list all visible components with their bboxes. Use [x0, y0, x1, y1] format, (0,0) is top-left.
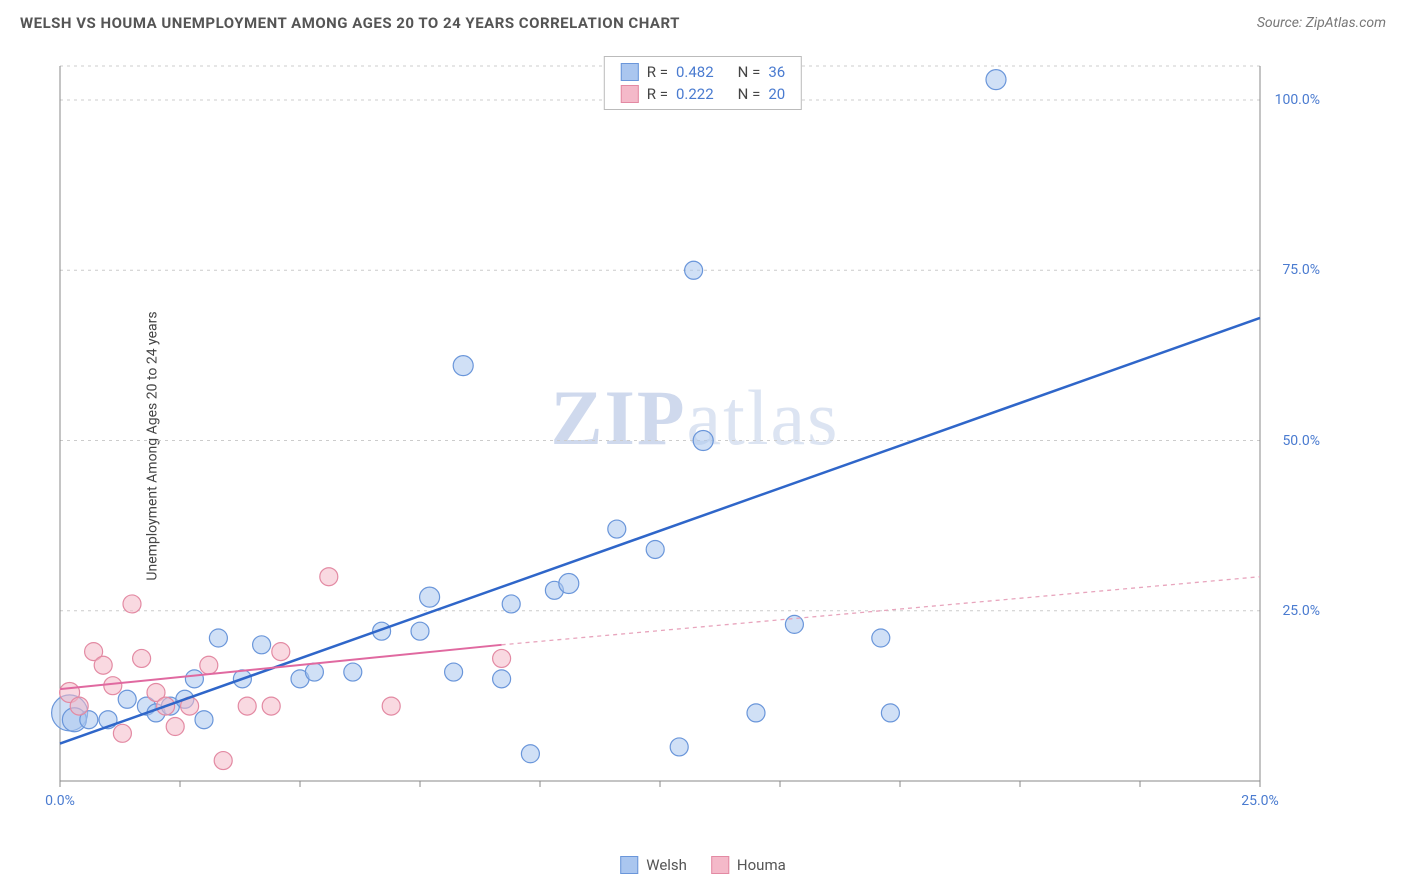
data-point — [185, 670, 203, 688]
legend-swatch — [620, 856, 638, 874]
y-tick-label: 100.0% — [1275, 92, 1320, 108]
r-value: 0.222 — [676, 85, 714, 103]
data-point — [133, 649, 151, 667]
chart-header: WELSH VS HOUMA UNEMPLOYMENT AMONG AGES 2… — [20, 14, 1386, 32]
stats-legend: R = 0.482 N = 36 R = 0.222 N = 20 — [604, 56, 802, 110]
y-tick-label: 75.0% — [1282, 262, 1320, 278]
data-point — [209, 629, 227, 647]
data-point — [646, 540, 664, 558]
x-tick-label: 25.0% — [1241, 793, 1279, 809]
legend-swatch — [621, 63, 639, 81]
data-point — [685, 261, 703, 279]
data-point — [123, 595, 141, 613]
data-point — [238, 697, 256, 715]
data-point — [453, 356, 473, 376]
plot-area: ZIPatlas 25.0%50.0%75.0%100.0%0.0%25.0% — [50, 56, 1340, 811]
data-point — [104, 677, 122, 695]
data-point — [608, 520, 626, 538]
x-tick-label: 0.0% — [45, 793, 75, 809]
data-point — [253, 636, 271, 654]
legend-item: Welsh — [620, 856, 687, 874]
y-tick-label: 25.0% — [1282, 603, 1320, 619]
legend-label: Welsh — [646, 856, 687, 874]
data-point — [305, 663, 323, 681]
chart-title: WELSH VS HOUMA UNEMPLOYMENT AMONG AGES 2… — [20, 14, 680, 32]
stats-legend-row: R = 0.482 N = 36 — [621, 61, 785, 83]
data-point — [881, 704, 899, 722]
legend-item: Houma — [711, 856, 786, 874]
data-point — [670, 738, 688, 756]
data-point — [214, 752, 232, 770]
source-attribution: Source: ZipAtlas.com — [1257, 15, 1386, 31]
legend-swatch — [621, 85, 639, 103]
data-point — [693, 431, 713, 451]
r-label: R = — [647, 85, 668, 103]
data-point — [493, 649, 511, 667]
data-point — [785, 615, 803, 633]
data-point — [320, 568, 338, 586]
n-label: N = — [738, 85, 761, 103]
data-point — [411, 622, 429, 640]
source-name: ZipAtlas.com — [1306, 15, 1386, 31]
data-point — [166, 718, 184, 736]
scatter-plot-svg — [50, 56, 1340, 811]
data-point — [445, 663, 463, 681]
n-label: N = — [738, 63, 761, 81]
data-point — [502, 595, 520, 613]
r-label: R = — [647, 63, 668, 81]
data-point — [272, 643, 290, 661]
source-prefix: Source: — [1257, 15, 1306, 31]
n-value: 20 — [768, 85, 785, 103]
data-point — [382, 697, 400, 715]
data-point — [493, 670, 511, 688]
regression-line — [60, 318, 1260, 744]
data-point — [262, 697, 280, 715]
data-point — [344, 663, 362, 681]
data-point — [872, 629, 890, 647]
data-point — [195, 711, 213, 729]
r-value: 0.482 — [676, 63, 714, 81]
legend-swatch — [711, 856, 729, 874]
data-point — [118, 690, 136, 708]
data-point — [70, 697, 88, 715]
data-point — [113, 724, 131, 742]
legend-label: Houma — [737, 856, 786, 874]
data-point — [986, 70, 1006, 90]
stats-legend-row: R = 0.222 N = 20 — [621, 83, 785, 105]
data-point — [94, 656, 112, 674]
data-point — [521, 745, 539, 763]
data-point — [420, 587, 440, 607]
y-tick-label: 50.0% — [1282, 433, 1320, 449]
series-legend: Welsh Houma — [620, 856, 786, 874]
data-point — [747, 704, 765, 722]
data-point — [200, 656, 218, 674]
data-point — [559, 574, 579, 594]
n-value: 36 — [768, 63, 785, 81]
